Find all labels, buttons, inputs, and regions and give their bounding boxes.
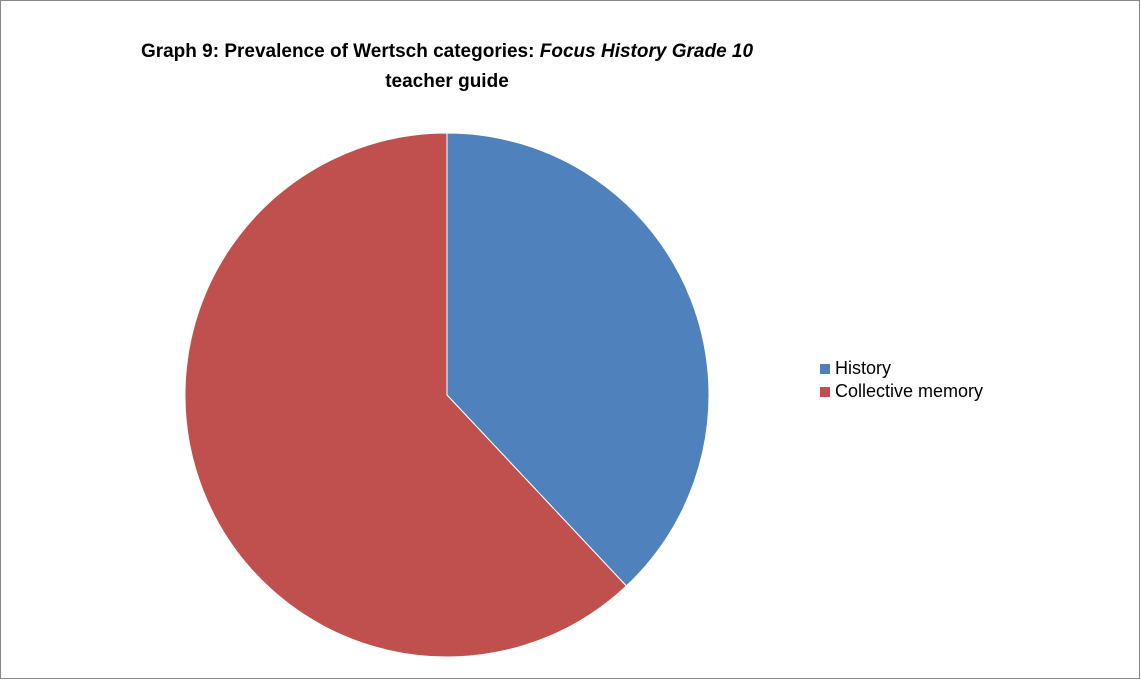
legend-swatch — [820, 364, 830, 374]
legend-text: Collective memory — [835, 381, 983, 401]
pie-slice — [184, 132, 628, 658]
pie-slice — [446, 132, 710, 587]
legend-text: History — [835, 358, 891, 378]
legend-swatch — [820, 387, 830, 397]
title-part: teacher guide — [385, 71, 509, 92]
title-part: Focus History Grade 10 — [540, 41, 754, 62]
chart-title: Graph 9: Prevalence of Wertsch categorie… — [141, 41, 754, 92]
title-part: Graph 9: Prevalence of Wertsch categorie… — [141, 41, 535, 62]
